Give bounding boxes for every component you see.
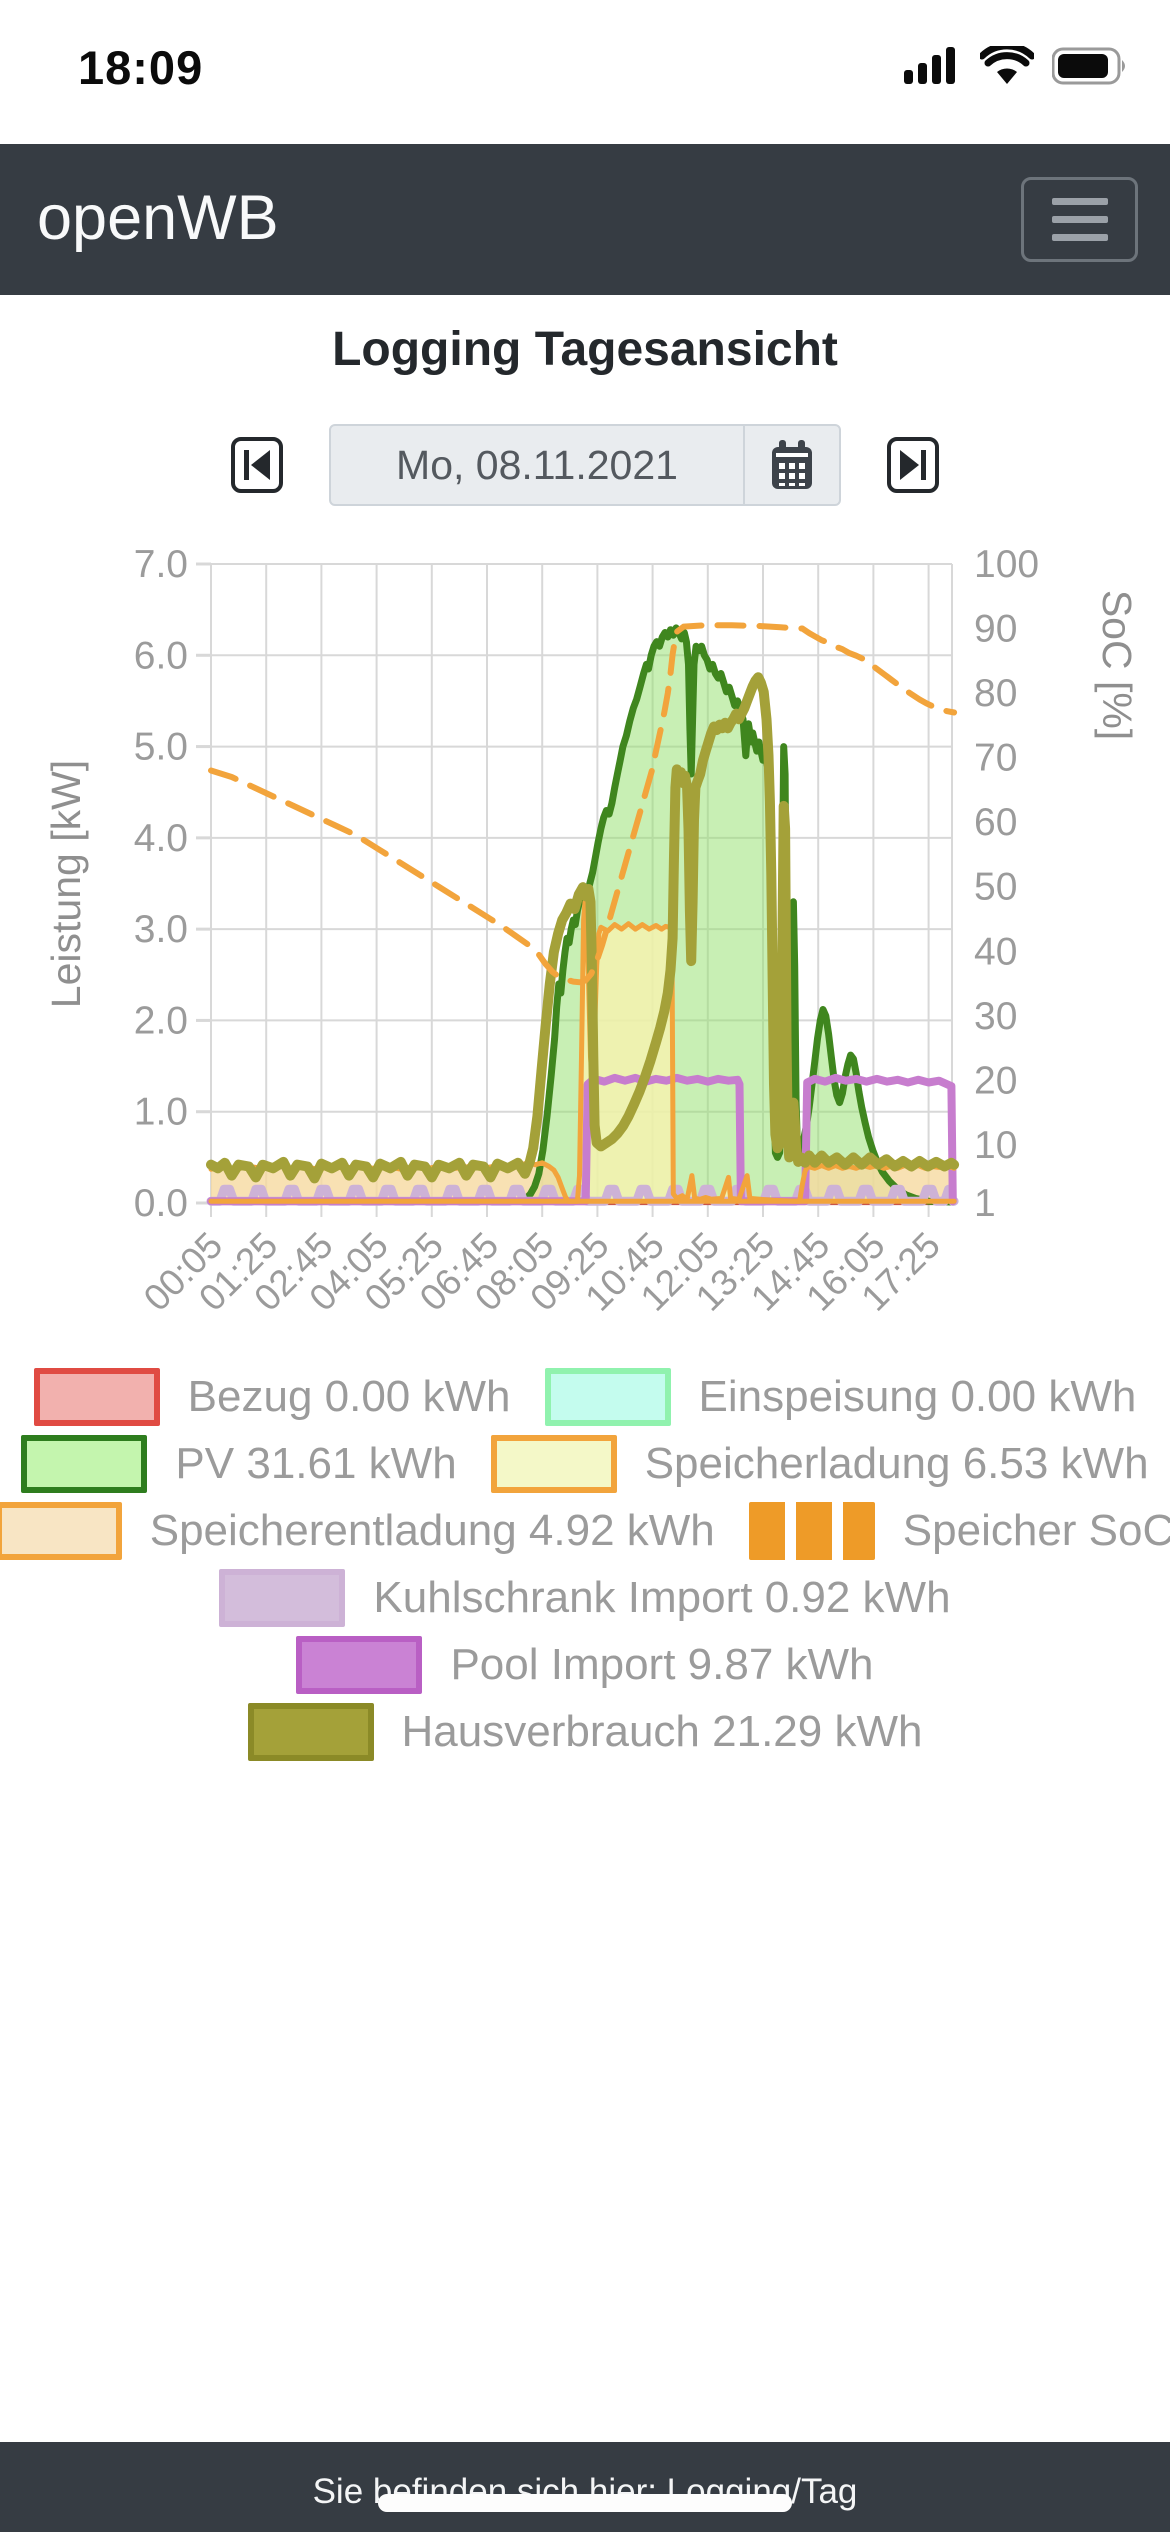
legend-item-speicher[interactable]: Speicher SoC: [748, 1502, 1170, 1560]
next-day-icon: [900, 450, 926, 480]
y-left-tick-label: 4.0: [134, 817, 188, 860]
legend-swatch: [219, 1569, 346, 1627]
legend-label: Speicherentladung 4.92 kWh: [149, 1506, 715, 1555]
y-right-tick-label: 40: [974, 930, 1017, 973]
status-time: 18:09: [78, 41, 204, 94]
legend-swatch: [21, 1435, 148, 1493]
battery-icon: [1051, 46, 1130, 91]
legend-label: Kuhlschrank Import 0.92 kWh: [373, 1573, 951, 1622]
legend-item-hausverbrauch[interactable]: Hausverbrauch 21.29 kWh: [247, 1703, 923, 1761]
series-speicher_soc: [208, 622, 958, 986]
date-input[interactable]: Mo, 08.11.2021: [329, 424, 841, 506]
chart-legend: Bezug 0.00 kWh Einspeisung 0.00 kWh PV 31.…: [0, 1366, 1170, 1763]
legend-row: Bezug 0.00 kWh Einspeisung 0.00 kWh: [0, 1366, 1170, 1428]
legend-item-pv[interactable]: PV 31.61 kWh: [21, 1435, 457, 1493]
y-right-tick-label: 60: [974, 801, 1017, 844]
legend-label: Pool Import 9.87 kWh: [450, 1640, 874, 1689]
wifi-icon: [978, 42, 1036, 91]
cellular-signal-icon: [904, 46, 962, 91]
y-right-tick-label: 20: [974, 1059, 1017, 1102]
next-day-button[interactable]: [887, 437, 939, 493]
legend-label: Speicherladung 6.53 kWh: [644, 1439, 1149, 1488]
y-right-tick-label: 80: [974, 672, 1017, 715]
y-left-tick-label: 0.0: [134, 1182, 188, 1225]
y-left-tick-label: 2.0: [134, 999, 188, 1042]
app-footer: Sie befinden sich hier: Logging/Tag: [0, 2442, 1170, 2532]
legend-item-pool[interactable]: Pool Import 9.87 kWh: [296, 1636, 874, 1694]
date-navigation: Mo, 08.11.2021: [0, 424, 1170, 506]
y-right-tick-label: 50: [974, 866, 1017, 909]
legend-row: Hausverbrauch 21.29 kWh: [0, 1701, 1170, 1763]
calendar-icon: [772, 440, 812, 489]
status-bar: 18:09: [0, 0, 1170, 144]
legend-row: Kuhlschrank Import 0.92 kWh: [0, 1567, 1170, 1629]
date-value: Mo, 08.11.2021: [396, 441, 678, 488]
y-right-tick-label: 100: [974, 543, 1039, 586]
y-left-tick-label: 3.0: [134, 908, 188, 951]
y-left-tick-label: 5.0: [134, 726, 188, 769]
legend-row: Pool Import 9.87 kWh: [0, 1634, 1170, 1696]
legend-item-kuhlschrank[interactable]: Kuhlschrank Import 0.92 kWh: [219, 1569, 951, 1627]
y-right-tick-label: 90: [974, 608, 1017, 651]
y-left-tick-label: 7.0: [134, 543, 188, 586]
legend-label: Speicher SoC: [902, 1506, 1170, 1555]
legend-swatch: [490, 1435, 617, 1493]
y-left-tick-label: 6.0: [134, 634, 188, 677]
series-hausverbrauch: [206, 672, 960, 1184]
y-right-axis-title: SoC [%]: [1094, 590, 1140, 740]
legend-row: PV 31.61 kWh Speicherladung 6.53 kWh: [0, 1433, 1170, 1495]
calendar-button[interactable]: [743, 426, 839, 504]
legend-swatch: [296, 1636, 423, 1694]
status-icons: [904, 42, 1130, 91]
legend-item-bezug[interactable]: Bezug 0.00 kWh: [33, 1368, 511, 1426]
y-right-tick-label: 1: [974, 1182, 996, 1225]
legend-swatch: [0, 1502, 122, 1560]
brand-logo[interactable]: openWB: [37, 183, 279, 253]
legend-item-speicherentladung[interactable]: Speicherentladung 4.92 kWh: [0, 1502, 715, 1560]
legend-label: Einspeisung 0.00 kWh: [698, 1372, 1137, 1421]
daily-log-chart[interactable]: 0.0 1.0 2.0 3.0 4.0 5.0 6.0 7.0 1 10 20 30 40 50 60 70 8…: [0, 520, 1170, 1365]
y-right-tick-label: 70: [974, 737, 1017, 780]
legend-swatch: [748, 1502, 875, 1560]
legend-item-einspeisung[interactable]: Einspeisung 0.00 kWh: [544, 1368, 1137, 1426]
page-title: Logging Tagesansicht: [332, 323, 838, 376]
y-left-tick-label: 1.0: [134, 1091, 188, 1134]
legend-swatch: [33, 1368, 160, 1426]
legend-swatch: [544, 1368, 671, 1426]
legend-label: PV 31.61 kWh: [175, 1439, 457, 1488]
app-header: openWB: [0, 144, 1170, 295]
previous-day-button[interactable]: [231, 437, 283, 493]
hamburger-menu-icon: [1051, 198, 1108, 205]
y-right-tick-label: 10: [974, 1124, 1017, 1167]
legend-label: Hausverbrauch 21.29 kWh: [401, 1707, 923, 1756]
previous-day-icon: [244, 450, 270, 480]
legend-swatch: [247, 1703, 374, 1761]
legend-item-speicherladung[interactable]: Speicherladung 6.53 kWh: [490, 1435, 1149, 1493]
series-pool: [207, 1073, 957, 1206]
legend-row: Speicherentladung 4.92 kWh Speicher SoC: [0, 1500, 1170, 1562]
hamburger-menu-button[interactable]: [1021, 177, 1138, 262]
y-right-tick-label: 30: [974, 995, 1017, 1038]
home-indicator[interactable]: [378, 2494, 792, 2512]
legend-label: Bezug 0.00 kWh: [187, 1372, 511, 1421]
y-left-axis-title: Leistung [kW]: [43, 760, 89, 1008]
